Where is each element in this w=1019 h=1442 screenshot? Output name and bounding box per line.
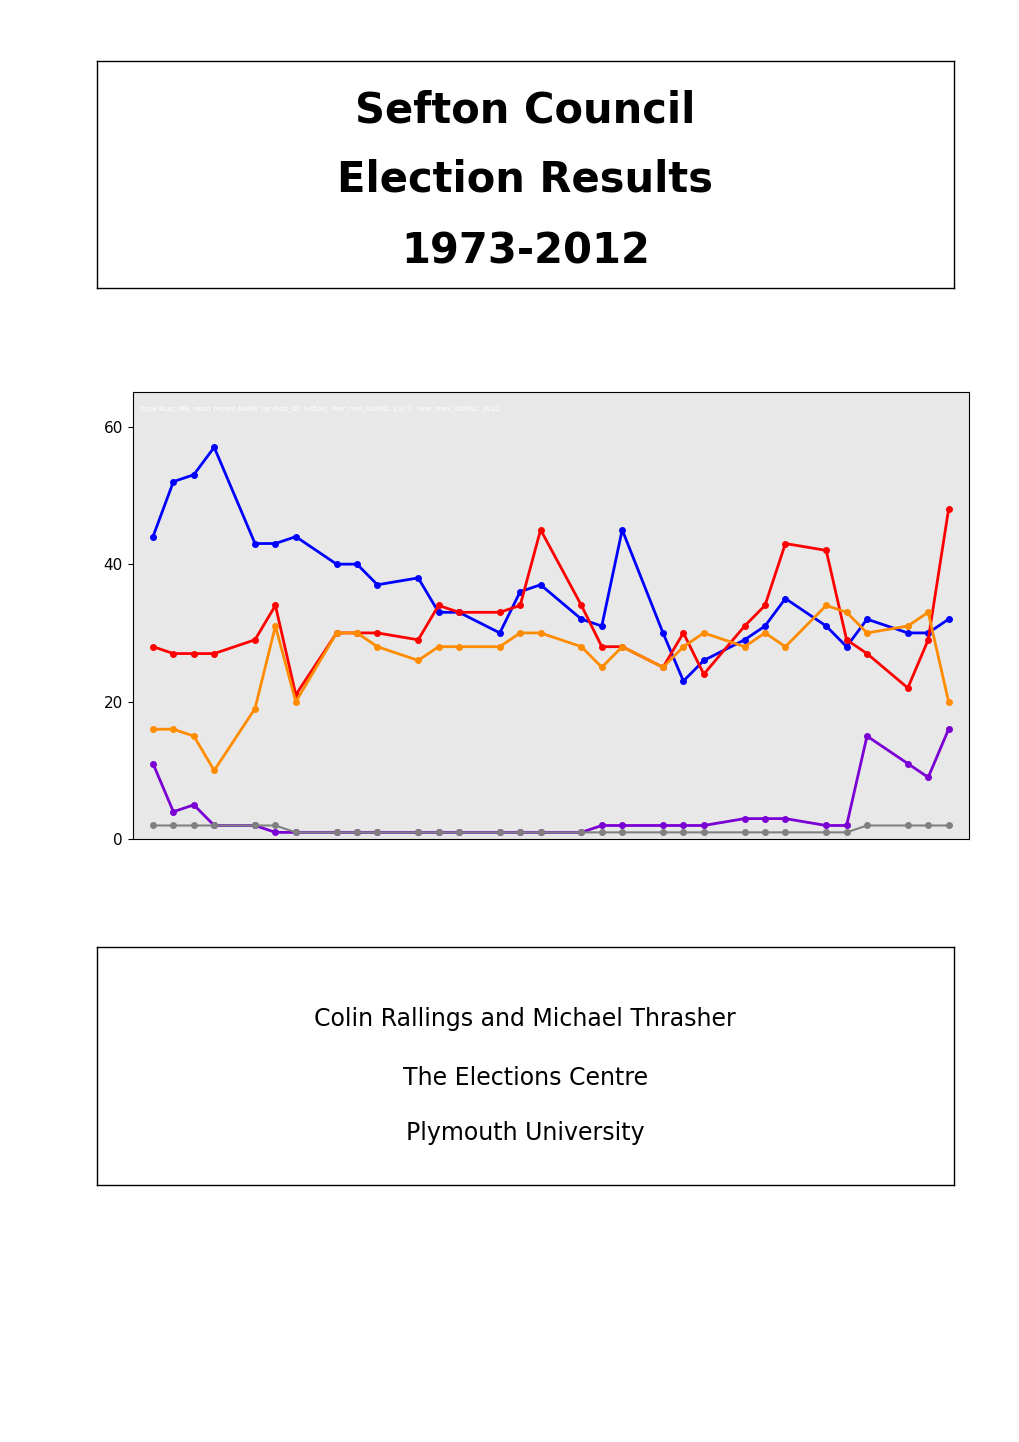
- Text: Plymouth University: Plymouth University: [406, 1120, 644, 1145]
- Text: type 4cat: MB, most recent NAME for distr_ID: Sefton, Year_min_distrID: 1973,  Y: type 4cat: MB, most recent NAME for dist…: [141, 405, 499, 412]
- Text: Sefton Council: Sefton Council: [355, 89, 695, 131]
- Text: Election Results: Election Results: [337, 159, 712, 200]
- Text: The Elections Centre: The Elections Centre: [403, 1066, 647, 1090]
- Text: 1973-2012: 1973-2012: [400, 231, 649, 273]
- Text: Colin Rallings and Michael Thrasher: Colin Rallings and Michael Thrasher: [314, 1007, 736, 1031]
